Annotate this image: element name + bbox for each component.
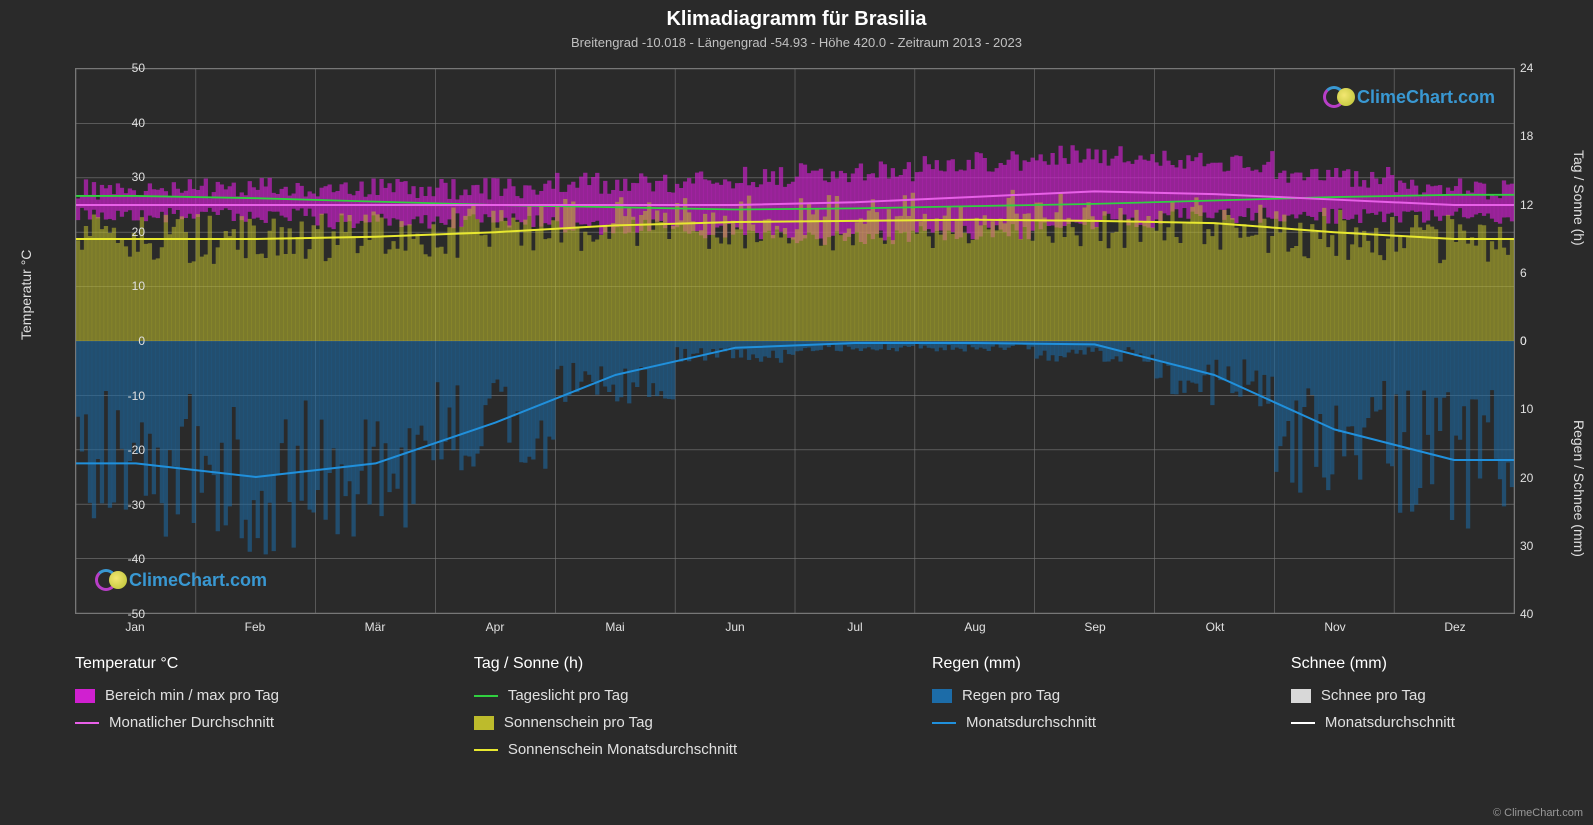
legend-group: Regen (mm) Regen pro Tag Monatsdurchschnit… <box>932 655 1096 758</box>
legend-line-icon <box>1291 722 1315 724</box>
legend-swatch-icon <box>75 689 95 703</box>
tick-right-mm: 10 <box>1520 402 1533 416</box>
legend-swatch-icon <box>932 689 952 703</box>
legend: Temperatur °C Bereich min / max pro Tag Mo… <box>75 655 1515 758</box>
tick-month: Jan <box>125 620 144 634</box>
y-axis-right-lower-label: Regen / Schnee (mm) <box>1571 420 1587 557</box>
tick-month: Mär <box>365 620 386 634</box>
legend-item: Monatsdurchschnitt <box>1291 714 1455 731</box>
legend-label: Monatsdurchschnitt <box>1325 714 1455 731</box>
tick-right-mm: 0 <box>1520 334 1527 348</box>
legend-label: Monatlicher Durchschnitt <box>109 714 274 731</box>
brand-logo-icon <box>95 566 123 594</box>
legend-label: Schnee pro Tag <box>1321 687 1426 704</box>
tick-left: -50 <box>85 607 145 621</box>
legend-swatch-icon <box>474 716 494 730</box>
tick-month: Okt <box>1206 620 1225 634</box>
legend-swatch-icon <box>1291 689 1311 703</box>
tick-right-hours: 12 <box>1520 198 1533 212</box>
tick-left: 10 <box>85 279 145 293</box>
watermark-top: ClimeChart.com <box>1323 83 1495 111</box>
brand-logo-icon <box>1323 83 1351 111</box>
legend-heading: Schnee (mm) <box>1291 655 1455 673</box>
tick-month: Apr <box>486 620 505 634</box>
tick-left: 20 <box>85 225 145 239</box>
tick-left: -40 <box>85 552 145 566</box>
legend-group: Schnee (mm) Schnee pro Tag Monatsdurchschn… <box>1291 655 1455 758</box>
tick-right-hours: 6 <box>1520 266 1527 280</box>
chart-subtitle: Breitengrad -10.018 - Längengrad -54.93 … <box>0 31 1593 50</box>
tick-left: -10 <box>85 389 145 403</box>
tick-month: Mai <box>605 620 624 634</box>
watermark-bottom: ClimeChart.com <box>95 566 267 594</box>
legend-item: Bereich min / max pro Tag <box>75 687 279 704</box>
legend-group: Temperatur °C Bereich min / max pro Tag Mo… <box>75 655 279 758</box>
legend-label: Sonnenschein pro Tag <box>504 714 653 731</box>
plot-svg <box>75 68 1515 614</box>
y-axis-right-upper-label: Tag / Sonne (h) <box>1571 150 1587 246</box>
tick-month: Nov <box>1324 620 1345 634</box>
tick-right-hours: 24 <box>1520 61 1533 75</box>
legend-item: Sonnenschein pro Tag <box>474 714 737 731</box>
legend-item: Monatsdurchschnitt <box>932 714 1096 731</box>
brand-text: ClimeChart.com <box>1357 87 1495 108</box>
legend-item: Sonnenschein Monatsdurchschnitt <box>474 741 737 758</box>
tick-month: Jul <box>847 620 862 634</box>
tick-right-mm: 20 <box>1520 471 1533 485</box>
legend-heading: Temperatur °C <box>75 655 279 673</box>
legend-label: Tageslicht pro Tag <box>508 687 629 704</box>
legend-label: Bereich min / max pro Tag <box>105 687 279 704</box>
legend-heading: Regen (mm) <box>932 655 1096 673</box>
legend-line-icon <box>932 722 956 724</box>
tick-left: -30 <box>85 498 145 512</box>
legend-item: Tageslicht pro Tag <box>474 687 737 704</box>
y-axis-left-label: Temperatur °C <box>18 250 34 340</box>
legend-heading: Tag / Sonne (h) <box>474 655 737 673</box>
legend-line-icon <box>474 749 498 751</box>
brand-text: ClimeChart.com <box>129 570 267 591</box>
tick-left: 30 <box>85 170 145 184</box>
tick-right-mm: 40 <box>1520 607 1533 621</box>
tick-month: Dez <box>1444 620 1465 634</box>
legend-item: Monatlicher Durchschnitt <box>75 714 279 731</box>
legend-label: Regen pro Tag <box>962 687 1060 704</box>
tick-right-mm: 30 <box>1520 539 1533 553</box>
copyright-text: © ClimeChart.com <box>1493 807 1583 819</box>
tick-left: -20 <box>85 443 145 457</box>
tick-month: Jun <box>725 620 744 634</box>
legend-item: Regen pro Tag <box>932 687 1096 704</box>
tick-left: 40 <box>85 116 145 130</box>
tick-left: 0 <box>85 334 145 348</box>
tick-right-hours: 18 <box>1520 129 1533 143</box>
legend-group: Tag / Sonne (h) Tageslicht pro Tag Sonnens… <box>474 655 737 758</box>
chart-title: Klimadiagramm für Brasilia <box>0 0 1593 31</box>
legend-item: Schnee pro Tag <box>1291 687 1455 704</box>
tick-left: 50 <box>85 61 145 75</box>
legend-line-icon <box>75 722 99 724</box>
tick-month: Feb <box>245 620 266 634</box>
legend-line-icon <box>474 695 498 697</box>
tick-month: Sep <box>1084 620 1105 634</box>
chart-area: ClimeChart.com ClimeChart.com <box>75 68 1515 614</box>
legend-label: Monatsdurchschnitt <box>966 714 1096 731</box>
legend-label: Sonnenschein Monatsdurchschnitt <box>508 741 737 758</box>
tick-month: Aug <box>964 620 985 634</box>
